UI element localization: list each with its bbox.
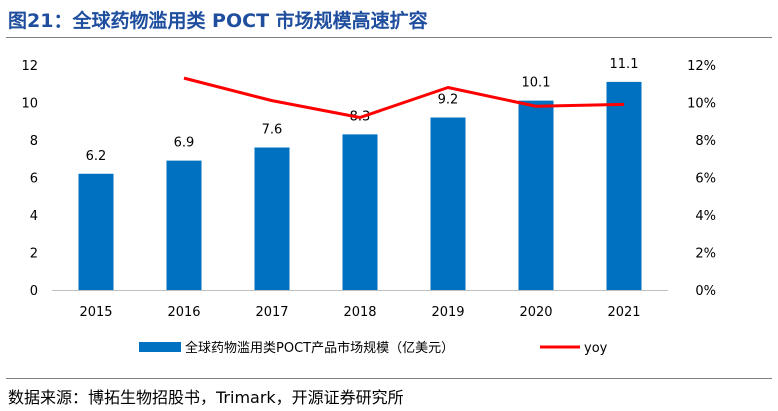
yoy-line: [183, 76, 625, 119]
x-tick-label: 2016: [167, 305, 200, 320]
bar-2017: [254, 147, 290, 290]
bar-value-label: 11.1: [610, 57, 639, 72]
y-right-tick-label: 2%: [695, 247, 716, 262]
x-tick-label: 2017: [255, 305, 288, 320]
y-left-tick-label: 6: [30, 172, 38, 187]
bar-2019: [430, 117, 466, 290]
bar-2016: [166, 160, 202, 290]
bar-value-label: 10.1: [522, 76, 551, 91]
source-divider: [6, 378, 772, 379]
bar-value-label: 6.2: [86, 149, 107, 164]
y-right-tick-label: 10%: [687, 97, 716, 112]
legend-line-label: yoy: [584, 341, 608, 356]
y-right-tick-label: 6%: [695, 172, 716, 187]
bar-2015: [78, 173, 114, 290]
x-tick-label: 2019: [431, 305, 464, 320]
source-note: 数据来源：博拓生物招股书，Trimark，开源证券研究所: [8, 388, 404, 407]
bar-value-label: 7.6: [262, 123, 283, 138]
y-left-tick-label: 2: [30, 247, 38, 262]
legend-bar-swatch: [139, 342, 181, 352]
y-right-tick-label: 8%: [695, 134, 716, 149]
bar-value-label: 9.2: [438, 93, 459, 108]
bar-2020: [518, 100, 554, 290]
y-left-tick-label: 12: [21, 59, 38, 74]
title-divider: [6, 37, 772, 38]
x-tick-label: 2021: [607, 305, 640, 320]
legend-bar-label: 全球药物滥用类POCT产品市场规模（亿美元）: [185, 340, 454, 356]
y-left-tick-label: 10: [21, 97, 38, 112]
y-right-tick-label: 0%: [695, 284, 716, 299]
y-left-tick-label: 0: [30, 284, 38, 299]
bar-2018: [342, 134, 378, 290]
y-right-tick-label: 4%: [695, 209, 716, 224]
bar-2021: [606, 81, 642, 290]
y-left-tick-label: 4: [30, 209, 38, 224]
x-tick-label: 2015: [79, 305, 112, 320]
bar-value-label: 6.9: [174, 136, 195, 151]
y-right-tick-label: 12%: [687, 59, 716, 74]
y-left-tick-label: 8: [30, 134, 38, 149]
x-tick-label: 2018: [343, 305, 376, 320]
x-tick-label: 2020: [519, 305, 552, 320]
legend: 全球药物滥用类POCT产品市场规模（亿美元） yoy: [139, 340, 608, 356]
figure-title: 图21：全球药物滥用类 POCT 市场规模高速扩容: [8, 10, 428, 32]
